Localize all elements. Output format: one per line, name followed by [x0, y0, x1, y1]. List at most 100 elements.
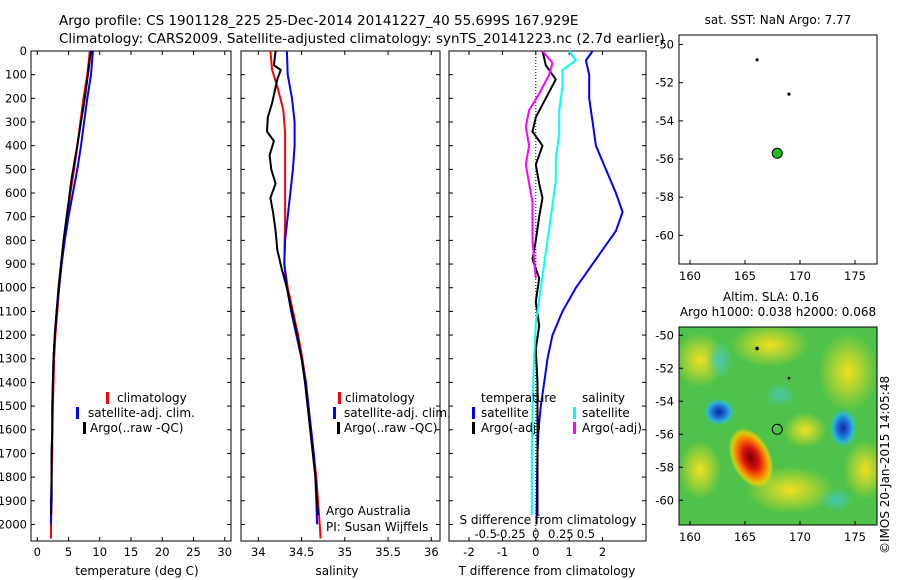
lon-tick-label: 170	[789, 269, 811, 283]
legend-label-climatology: climatology	[345, 391, 415, 405]
series-line	[50, 50, 94, 525]
salinity-axis-label: salinity	[315, 564, 358, 578]
legend-swatch-climatology	[106, 392, 109, 404]
depth-tick-label: 900	[5, 257, 27, 271]
depth-tick-label: 1300	[0, 352, 27, 366]
salinity-legend: climatology satellite-adj. clim. Argo(..…	[333, 391, 451, 435]
x-tick-label: 5	[65, 545, 72, 559]
depth-tick-label: 1400	[0, 375, 27, 389]
x-tick-label: 20	[155, 545, 170, 559]
sla-cyan-patch	[818, 488, 854, 512]
sla-low-anomaly	[703, 398, 735, 426]
lon-tick-label: 165	[734, 530, 756, 544]
x-tick-label: 30	[217, 545, 232, 559]
legend-swatch-climatology	[338, 392, 341, 404]
legend-swatch-satellite	[76, 407, 79, 419]
sst-map-title: sat. SST: NaN Argo: 7.77	[705, 13, 852, 27]
lat-tick-label: -58	[655, 190, 674, 204]
lon-tick-label: 170	[789, 530, 811, 544]
sla-yellow-patch	[843, 440, 877, 500]
x-tick-label: 34	[251, 545, 266, 559]
legend-label-satellite: satellite-adj. clim.	[88, 406, 195, 420]
lon-tick-label: 160	[679, 269, 701, 283]
legend-label-argo: Argo(..raw -QC)	[90, 421, 183, 435]
legend-label-sal-satellite: satellite	[582, 406, 630, 420]
depth-tick-label: 1900	[0, 494, 27, 508]
lon-tick-label: 175	[844, 530, 866, 544]
legend-label-argo: Argo(..raw -QC)	[344, 421, 437, 435]
top-tick-label: 0.25	[548, 527, 574, 541]
series-line	[524, 50, 554, 279]
temperature-profile-panel: 0100200300400500600700800900100011001200…	[0, 44, 232, 559]
map-frame	[678, 326, 878, 526]
x-tick-label: 15	[124, 545, 139, 559]
plot-frame	[240, 50, 441, 542]
lon-tick-label: 160	[679, 530, 701, 544]
legend-swatch-satellite	[333, 407, 336, 419]
legend-swatch-argo	[337, 422, 340, 434]
difference-top-axis-label: S difference from climatology	[460, 513, 637, 527]
top-tick-label: 0	[532, 527, 539, 541]
lat-tick-label: -56	[655, 427, 674, 441]
legend-label-climatology: climatology	[117, 391, 187, 405]
lat-tick-label: -60	[655, 228, 674, 242]
x-tick-label: 0	[532, 545, 539, 559]
x-tick-label: 35	[338, 545, 353, 559]
island-dot	[787, 92, 791, 96]
map-frame	[678, 34, 878, 265]
sla-high-anomaly	[728, 427, 774, 489]
depth-tick-label: 1100	[0, 304, 27, 318]
x-tick-label: 34.5	[289, 545, 315, 559]
legend-label-temp-satellite: satellite	[481, 406, 529, 420]
difference-profile-panel: -2 -1 0 1 2 -0.5-0.25 0 0.25 0.5	[448, 50, 647, 559]
island-dot	[755, 346, 759, 351]
header-line-2: Climatology: CARS2009. Satellite-adjuste…	[59, 31, 665, 47]
legend-title-salinity: salinity	[582, 391, 625, 405]
sla-yellow-patch	[818, 332, 877, 412]
legend-swatch-argo	[83, 422, 86, 434]
salinity-profile-panel: 34 34.5 35 35.5 36	[240, 50, 441, 559]
sla-cyan-patch	[706, 340, 734, 380]
depth-tick-label: 1600	[0, 423, 27, 437]
x-tick-label: 35.5	[375, 545, 401, 559]
series-line	[531, 50, 557, 515]
x-tick-label: 25	[186, 545, 201, 559]
sla-yellow-patch	[679, 440, 722, 500]
island-dot	[787, 376, 791, 380]
top-tick-label: 0.5	[577, 527, 595, 541]
x-tick-label: 10	[92, 545, 107, 559]
lat-tick-label: -52	[655, 76, 674, 90]
plot-frame	[448, 50, 647, 542]
depth-tick-label: 700	[5, 210, 27, 224]
header-line-1: Argo profile: CS 1901128_225 25-Dec-2014…	[59, 13, 578, 29]
temperature-legend: climatology satellite-adj. clim. Argo(..…	[76, 391, 195, 435]
top-tick-label: -0.5	[475, 527, 497, 541]
profile-location-marker	[771, 423, 783, 435]
sla-cyan-patch	[764, 383, 796, 407]
depth-tick-label: 600	[5, 186, 27, 200]
plot-frame	[30, 50, 232, 542]
depth-tick-label: 100	[5, 68, 27, 82]
depth-tick-label: 200	[5, 91, 27, 105]
series-line	[50, 50, 92, 516]
series-line	[530, 50, 577, 515]
depth-tick-label: 1700	[0, 446, 27, 460]
difference-axis-label: T difference from climatology	[458, 564, 636, 578]
series-line	[535, 50, 624, 525]
legend-swatch-sal-argo	[573, 422, 576, 434]
depth-tick-label: 1200	[0, 328, 27, 342]
x-tick-label: -1	[497, 545, 508, 559]
depth-tick-label: 0	[20, 44, 27, 58]
sla-yellow-patch	[783, 412, 827, 448]
legend-label-temp-argo: Argo(-adj)	[481, 421, 541, 435]
sla-map-title-2: Argo h1000: 0.038 h2000: 0.068	[680, 305, 876, 319]
lat-tick-label: -58	[655, 460, 674, 474]
depth-tick-label: 1800	[0, 470, 27, 484]
lat-tick-label: -56	[655, 152, 674, 166]
x-tick-label: 0	[34, 545, 41, 559]
x-tick-label: 36	[424, 545, 439, 559]
depth-tick-label: 500	[5, 162, 27, 176]
depth-tick-label: 800	[5, 233, 27, 247]
series-line	[266, 50, 319, 516]
